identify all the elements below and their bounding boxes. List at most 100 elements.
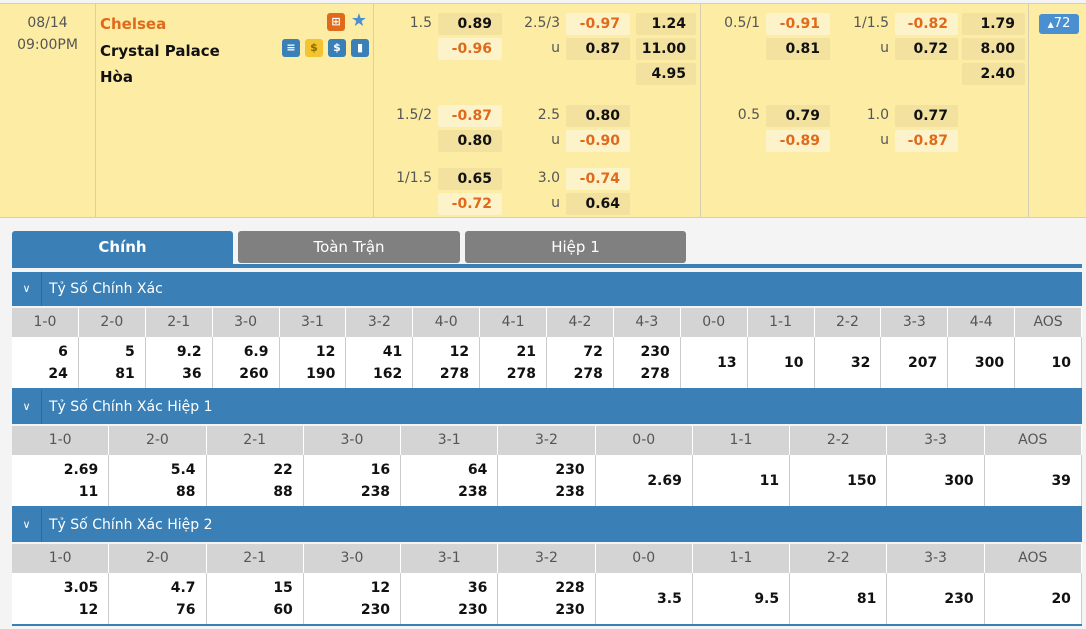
odds-1x2[interactable]: 8.00 — [962, 38, 1025, 60]
score-odds[interactable]: 228 — [555, 579, 585, 596]
odds-away[interactable]: 0.64 — [566, 193, 630, 215]
score-odds[interactable]: 4.7 — [170, 579, 196, 596]
score-odds[interactable]: 5.4 — [170, 461, 196, 478]
section-header[interactable]: ∨ Tỷ Số Chính Xác Hiệp 1 — [12, 390, 1082, 424]
odds-1x2[interactable]: 11.00 — [636, 38, 696, 60]
score-odds[interactable]: 12 — [449, 343, 470, 360]
odds-1x2[interactable]: 1.79 — [962, 13, 1025, 35]
odds-home[interactable]: -0.74 — [566, 168, 630, 190]
score-odds[interactable]: 6 — [58, 343, 68, 360]
odds-home[interactable]: -0.87 — [438, 105, 502, 127]
score-odds[interactable]: 32 — [850, 354, 871, 371]
score-odds[interactable]: 6.9 — [243, 343, 269, 360]
score-odds[interactable]: 81 — [856, 590, 877, 607]
score-odds[interactable]: 300 — [944, 472, 974, 489]
score-odds[interactable]: 15 — [273, 579, 293, 596]
odds-1x2[interactable]: 4.95 — [636, 63, 696, 85]
score-odds[interactable]: 230 — [944, 590, 974, 607]
more-bets-button[interactable]: ▲72 — [1039, 14, 1079, 34]
score-odds[interactable]: 278 — [506, 365, 536, 382]
away-team[interactable]: Crystal Palace — [100, 42, 220, 60]
chart-bar-icon[interactable]: ▮ — [351, 39, 369, 57]
score-odds[interactable]: 20 — [1051, 590, 1071, 607]
score-odds[interactable]: 207 — [908, 354, 938, 371]
score-odds[interactable]: 190 — [306, 365, 336, 382]
odds-home[interactable]: 0.77 — [895, 105, 958, 127]
score-odds[interactable]: 278 — [439, 365, 470, 382]
score-odds[interactable]: 230 — [555, 601, 585, 618]
score-odds[interactable]: 88 — [273, 483, 293, 500]
score-odds[interactable]: 76 — [176, 601, 196, 618]
score-odds[interactable]: 11 — [78, 483, 99, 500]
score-odds[interactable]: 238 — [555, 483, 585, 500]
odds-away[interactable]: 0.81 — [766, 38, 830, 60]
score-odds[interactable]: 278 — [573, 365, 603, 382]
score-odds[interactable]: 9.5 — [754, 590, 780, 607]
odds-away[interactable]: -0.72 — [438, 193, 502, 215]
tab-chinh[interactable]: Chính — [12, 231, 233, 268]
coin-icon[interactable]: $ — [305, 39, 323, 57]
score-odds[interactable]: 60 — [273, 601, 293, 618]
odds-away[interactable]: 0.87 — [566, 38, 630, 60]
score-odds[interactable]: 22 — [273, 461, 293, 478]
score-odds[interactable]: 12 — [315, 343, 336, 360]
score-odds[interactable]: 2.69 — [647, 472, 682, 489]
score-odds[interactable]: 24 — [48, 365, 68, 382]
score-odds[interactable]: 39 — [1051, 472, 1071, 489]
score-odds[interactable]: 36 — [182, 365, 202, 382]
score-odds[interactable]: 230 — [555, 461, 585, 478]
score-odds[interactable]: 150 — [847, 472, 877, 489]
odds-away[interactable]: -0.87 — [895, 130, 958, 152]
score-odds[interactable]: 88 — [176, 483, 196, 500]
home-team[interactable]: Chelsea — [100, 15, 167, 33]
score-odds[interactable]: 230 — [640, 343, 670, 360]
score-odds[interactable]: 238 — [458, 483, 488, 500]
score-odds[interactable]: 5 — [125, 343, 135, 360]
score-odds[interactable]: 278 — [640, 365, 670, 382]
tab-toan-tran[interactable]: Toàn Trận — [238, 231, 460, 263]
score-odds[interactable]: 12 — [370, 579, 391, 596]
odds-home[interactable]: 0.80 — [566, 105, 630, 127]
score-odds[interactable]: 11 — [759, 472, 780, 489]
odds-1x2[interactable]: 2.40 — [962, 63, 1025, 85]
section-header[interactable]: ∨ Tỷ Số Chính Xác — [12, 272, 1082, 306]
score-odds[interactable]: 12 — [78, 601, 99, 618]
odds-home[interactable]: -0.91 — [766, 13, 830, 35]
score-odds[interactable]: 10 — [1051, 354, 1071, 371]
score-odds[interactable]: 72 — [583, 343, 603, 360]
score-odds[interactable]: 9.2 — [176, 343, 202, 360]
tab-hiep-1[interactable]: Hiệp 1 — [465, 231, 686, 263]
odds-home[interactable]: 0.89 — [438, 13, 502, 35]
score-odds[interactable]: 81 — [115, 365, 135, 382]
odds-home[interactable]: -0.82 — [895, 13, 958, 35]
odds-1x2[interactable]: 1.24 — [636, 13, 696, 35]
odds-away[interactable]: -0.96 — [438, 38, 502, 60]
odds-away[interactable]: 0.72 — [895, 38, 958, 60]
odds-away[interactable]: 0.80 — [438, 130, 502, 152]
score-odds[interactable]: 238 — [360, 483, 391, 500]
score-odds[interactable]: 21 — [516, 343, 536, 360]
score-odds[interactable]: 36 — [467, 579, 488, 596]
score-odds[interactable]: 162 — [373, 365, 403, 382]
dollar-icon[interactable]: $ — [328, 39, 346, 57]
score-odds[interactable]: 16 — [370, 461, 391, 478]
score-odds[interactable]: 230 — [458, 601, 488, 618]
stats-s-icon[interactable]: ≡ — [282, 39, 300, 57]
section-header[interactable]: ∨ Tỷ Số Chính Xác Hiệp 2 — [12, 508, 1082, 542]
score-odds[interactable]: 2.69 — [63, 461, 99, 478]
odds-away[interactable]: -0.90 — [566, 130, 630, 152]
score-odds[interactable]: 10 — [784, 354, 804, 371]
score-odds[interactable]: 230 — [360, 601, 391, 618]
odds-home[interactable]: 0.79 — [766, 105, 830, 127]
chevron-down-icon[interactable]: ∨ — [12, 390, 42, 424]
score-odds[interactable]: 41 — [382, 343, 403, 360]
score-odds[interactable]: 300 — [974, 354, 1005, 371]
chevron-down-icon[interactable]: ∨ — [12, 272, 42, 306]
score-odds[interactable]: 13 — [717, 354, 737, 371]
score-odds[interactable]: 3.5 — [657, 590, 682, 607]
score-odds[interactable]: 64 — [467, 461, 488, 478]
chevron-down-icon[interactable]: ∨ — [12, 508, 42, 542]
odds-home[interactable]: -0.97 — [566, 13, 630, 35]
odds-home[interactable]: 0.65 — [438, 168, 502, 190]
odds-away[interactable]: -0.89 — [766, 130, 830, 152]
